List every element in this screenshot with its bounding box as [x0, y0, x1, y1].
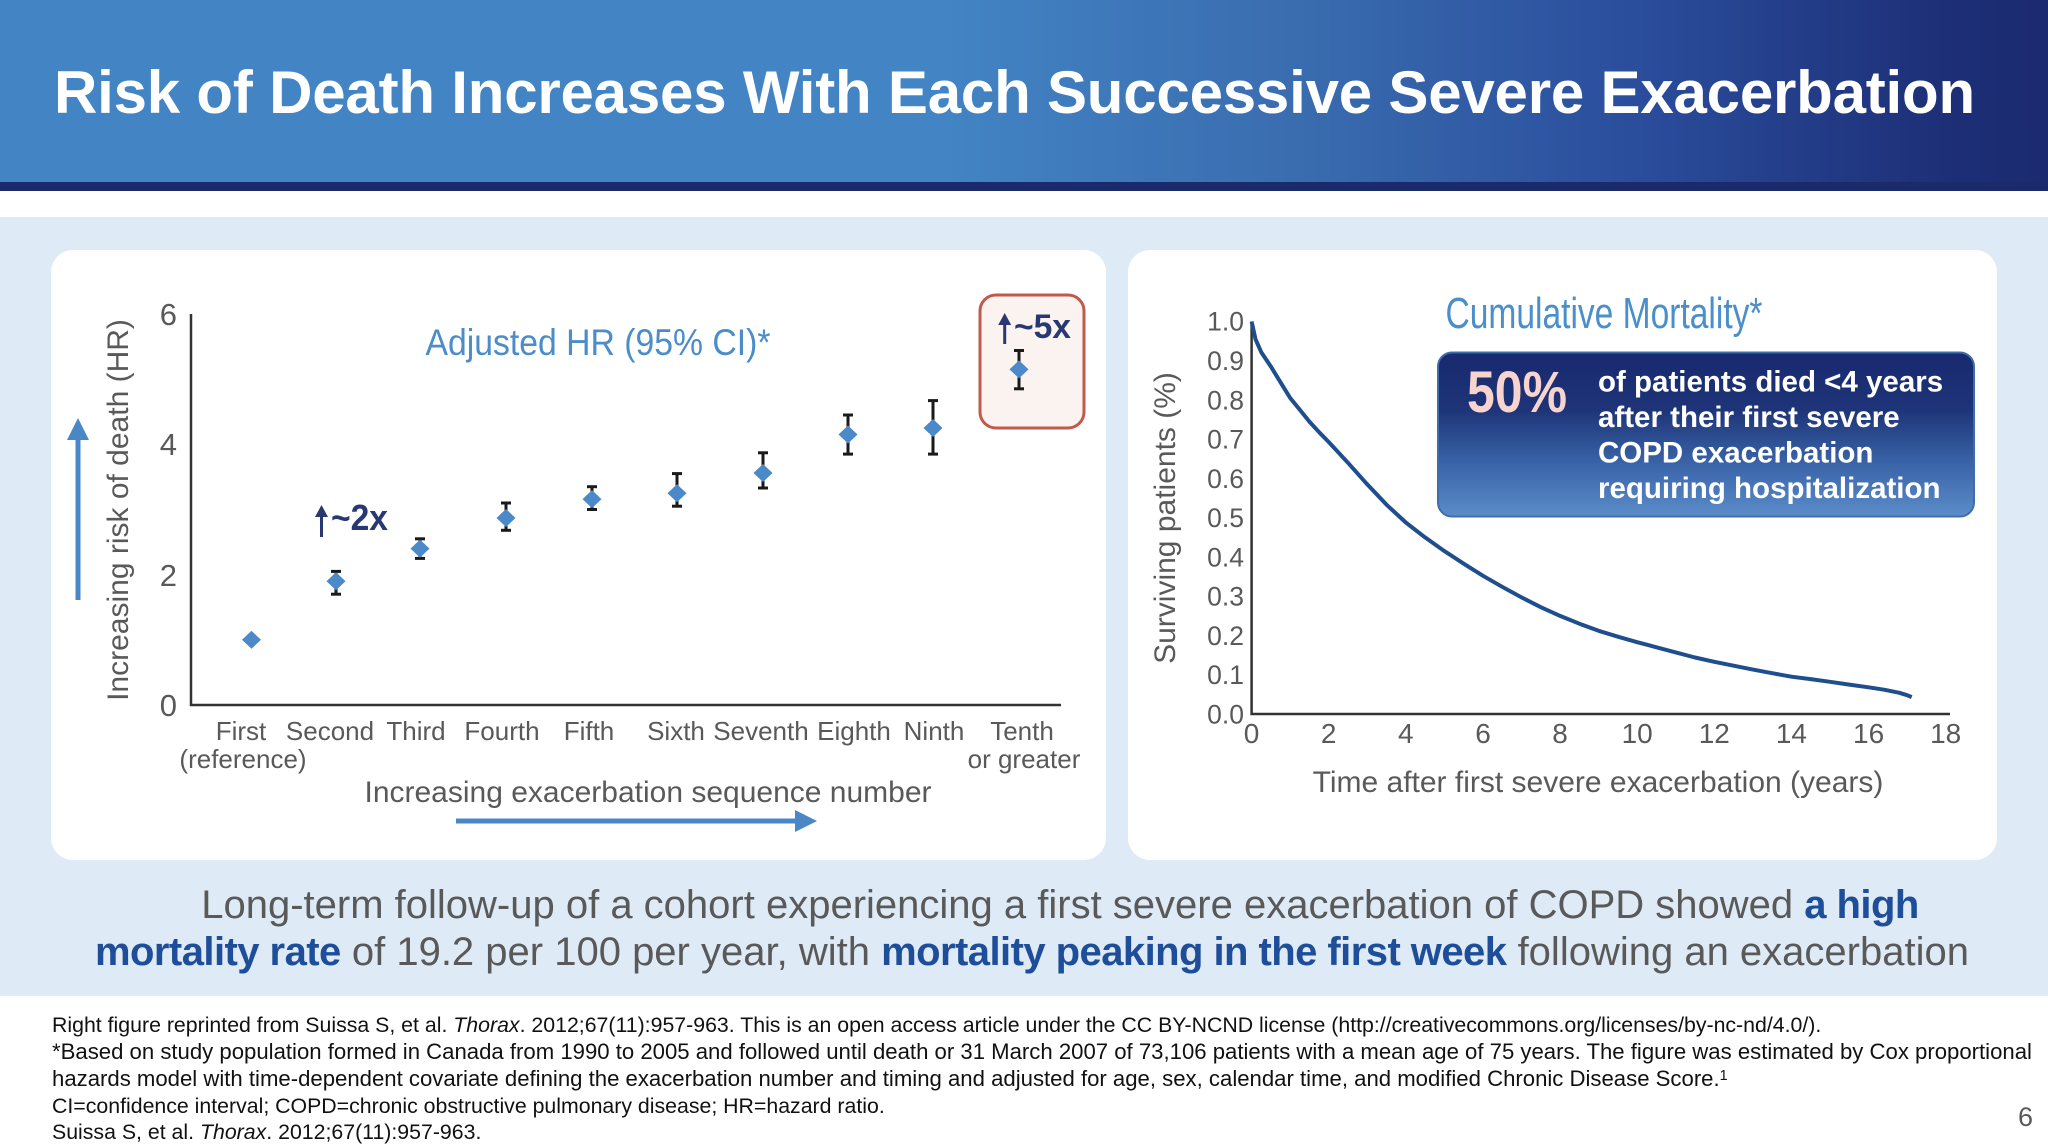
svg-text:0.3: 0.3 — [1207, 582, 1244, 612]
svg-text:Adjusted HR (95% CI)*: Adjusted HR (95% CI)* — [426, 322, 771, 363]
svg-text:16: 16 — [1853, 718, 1884, 749]
svg-text:0.8: 0.8 — [1207, 385, 1244, 415]
svg-text:Ninth: Ninth — [904, 716, 965, 746]
svg-text:First: First — [216, 716, 267, 746]
svg-text:~2x: ~2x — [331, 497, 388, 538]
svg-text:14: 14 — [1776, 718, 1807, 749]
svg-text:0.0: 0.0 — [1207, 699, 1244, 729]
svg-text:Second: Second — [286, 716, 374, 746]
svg-text:Seventh: Seventh — [713, 716, 808, 746]
svg-text:Fifth: Fifth — [564, 716, 615, 746]
svg-text:Time after first severe exacer: Time after first severe exacerbation (ye… — [1313, 766, 1884, 799]
svg-text:8: 8 — [1552, 718, 1568, 749]
svg-text:12: 12 — [1699, 718, 1730, 749]
svg-text:0.1: 0.1 — [1207, 660, 1244, 690]
svg-text:0.4: 0.4 — [1207, 542, 1244, 572]
svg-text:1.0: 1.0 — [1207, 307, 1244, 337]
svg-text:0.7: 0.7 — [1207, 425, 1244, 455]
svg-text:4: 4 — [160, 427, 177, 462]
svg-text:0.6: 0.6 — [1207, 464, 1244, 494]
svg-text:after their first severe: after their first severe — [1598, 401, 1900, 434]
svg-text:Sixth: Sixth — [647, 716, 705, 746]
svg-text:6: 6 — [160, 297, 177, 332]
svg-text:Eighth: Eighth — [817, 716, 891, 746]
svg-text:0.9: 0.9 — [1207, 346, 1244, 376]
svg-text:0: 0 — [1244, 718, 1260, 749]
svg-text:Surviving patients (%): Surviving patients (%) — [1149, 372, 1182, 664]
svg-text:0.2: 0.2 — [1207, 621, 1244, 651]
svg-text:or greater: or greater — [968, 744, 1081, 774]
svg-text:Increasing risk of death (HR): Increasing risk of death (HR) — [102, 319, 135, 701]
svg-text:Fourth: Fourth — [464, 716, 539, 746]
svg-text:Cumulative Mortality*: Cumulative Mortality* — [1446, 289, 1763, 338]
svg-text:Tenth: Tenth — [990, 716, 1054, 746]
svg-text:10: 10 — [1622, 718, 1653, 749]
svg-text:COPD exacerbation: COPD exacerbation — [1598, 437, 1873, 470]
svg-text:Third: Third — [386, 716, 445, 746]
svg-text:2: 2 — [1321, 718, 1337, 749]
svg-text:~5x: ~5x — [1014, 308, 1071, 346]
svg-text:6: 6 — [1475, 718, 1491, 749]
svg-text:0.5: 0.5 — [1207, 503, 1244, 533]
svg-text:4: 4 — [1398, 718, 1414, 749]
svg-text:of patients died <4 years: of patients died <4 years — [1598, 366, 1943, 399]
svg-text:requiring hospitalization: requiring hospitalization — [1598, 472, 1941, 505]
svg-text:50%: 50% — [1467, 360, 1567, 425]
svg-text:(reference): (reference) — [179, 744, 306, 774]
svg-text:2: 2 — [160, 558, 177, 593]
svg-text:0: 0 — [160, 688, 177, 723]
svg-text:18: 18 — [1930, 718, 1961, 749]
svg-text:Increasing exacerbation sequen: Increasing exacerbation sequence number — [364, 776, 931, 809]
